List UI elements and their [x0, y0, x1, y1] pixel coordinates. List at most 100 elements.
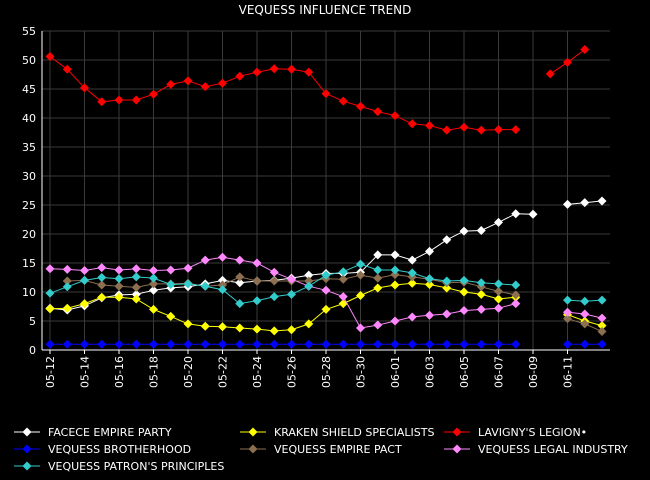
data-point [373, 273, 383, 283]
data-point [338, 274, 348, 284]
data-point [338, 292, 348, 302]
data-point [80, 339, 89, 349]
x-tick-label: 05-18 [148, 356, 161, 388]
data-point [80, 83, 89, 93]
data-point [390, 250, 400, 260]
data-point [235, 272, 245, 282]
data-point [269, 292, 279, 302]
data-point [494, 303, 503, 313]
legend-item: KRAKEN SHIELD SPECIALISTS [240, 424, 434, 440]
data-point [321, 89, 331, 99]
data-point [425, 339, 434, 349]
legend-label: LAVIGNY'S LEGION• [478, 425, 588, 439]
data-point [476, 289, 486, 299]
y-tick-label: 20 [22, 228, 36, 241]
data-point [442, 283, 452, 293]
data-point [425, 274, 434, 284]
legend-swatch [444, 427, 470, 437]
data-point [304, 339, 314, 349]
data-point [80, 266, 89, 276]
data-point [287, 289, 296, 299]
data-point [114, 292, 124, 302]
data-point [459, 122, 469, 132]
data-point [304, 276, 314, 286]
data-point [200, 281, 210, 291]
data-point [287, 339, 296, 349]
data-point [476, 278, 486, 288]
data-point [511, 209, 521, 219]
data-point [269, 276, 279, 286]
series-line [49, 263, 516, 305]
data-point [97, 280, 107, 290]
data-point [149, 266, 158, 276]
data-point [218, 275, 227, 285]
legend-item: VEQUESS PATRON'S PRINCIPLES [14, 458, 224, 474]
data-point [252, 324, 262, 334]
data-point [62, 264, 72, 274]
data-point [597, 196, 607, 206]
legend-item: VEQUESS BROTHERHOOD [14, 441, 191, 457]
data-point [580, 198, 590, 208]
series-line [49, 256, 516, 329]
data-point [114, 281, 124, 291]
data-point [597, 295, 607, 305]
data-point [425, 246, 434, 256]
y-tick-label: 5 [29, 315, 36, 328]
data-point [252, 258, 262, 268]
data-point [149, 285, 158, 295]
data-point [166, 311, 176, 321]
data-point [373, 107, 383, 117]
data-point [183, 279, 193, 289]
data-point [269, 64, 279, 74]
y-tick-label: 40 [22, 112, 36, 125]
data-point [304, 319, 314, 329]
x-tick-label: 06-03 [424, 356, 437, 388]
data-point [131, 339, 141, 349]
legend-swatch [14, 461, 40, 471]
data-point [131, 282, 141, 292]
data-point [511, 280, 521, 290]
series-2 [45, 45, 590, 135]
data-point [425, 121, 434, 131]
data-point [476, 339, 486, 349]
data-point [166, 279, 176, 289]
data-point [425, 279, 434, 289]
data-point [390, 316, 400, 326]
data-point [183, 76, 193, 86]
data-point [45, 304, 55, 314]
data-point [252, 296, 262, 306]
x-tick-label: 05-20 [182, 356, 195, 388]
data-point [166, 265, 176, 275]
data-point [200, 339, 210, 349]
grid [42, 30, 610, 351]
data-point [252, 67, 262, 77]
x-tick-label: 05-14 [79, 356, 92, 388]
x-tick-label: 05-16 [113, 356, 126, 388]
data-point [149, 339, 158, 349]
data-point [183, 339, 193, 349]
legend-item: LAVIGNY'S LEGION• [444, 424, 587, 440]
data-point [390, 339, 400, 349]
x-tick-label: 06-05 [458, 356, 471, 388]
data-point [511, 339, 521, 349]
legend-label: VEQUESS BROTHERHOOD [48, 442, 192, 456]
data-point [597, 326, 607, 336]
data-point [563, 57, 572, 67]
chart-title: VEQUESS INFLUENCE TREND [239, 3, 412, 17]
data-point [200, 321, 210, 331]
data-point [563, 339, 572, 349]
legend-label: VEQUESS PATRON'S PRINCIPLES [48, 459, 225, 473]
legend-label: VEQUESS EMPIRE PACT [274, 442, 402, 456]
data-point [304, 67, 314, 77]
y-tick-label: 50 [22, 54, 36, 67]
data-point [356, 270, 365, 280]
data-point [321, 270, 331, 280]
data-point [149, 279, 158, 289]
data-point [200, 255, 210, 265]
legend-swatch [14, 427, 40, 437]
data-point [356, 259, 365, 269]
data-point [563, 307, 572, 317]
data-point [442, 276, 452, 286]
data-point [131, 289, 141, 299]
